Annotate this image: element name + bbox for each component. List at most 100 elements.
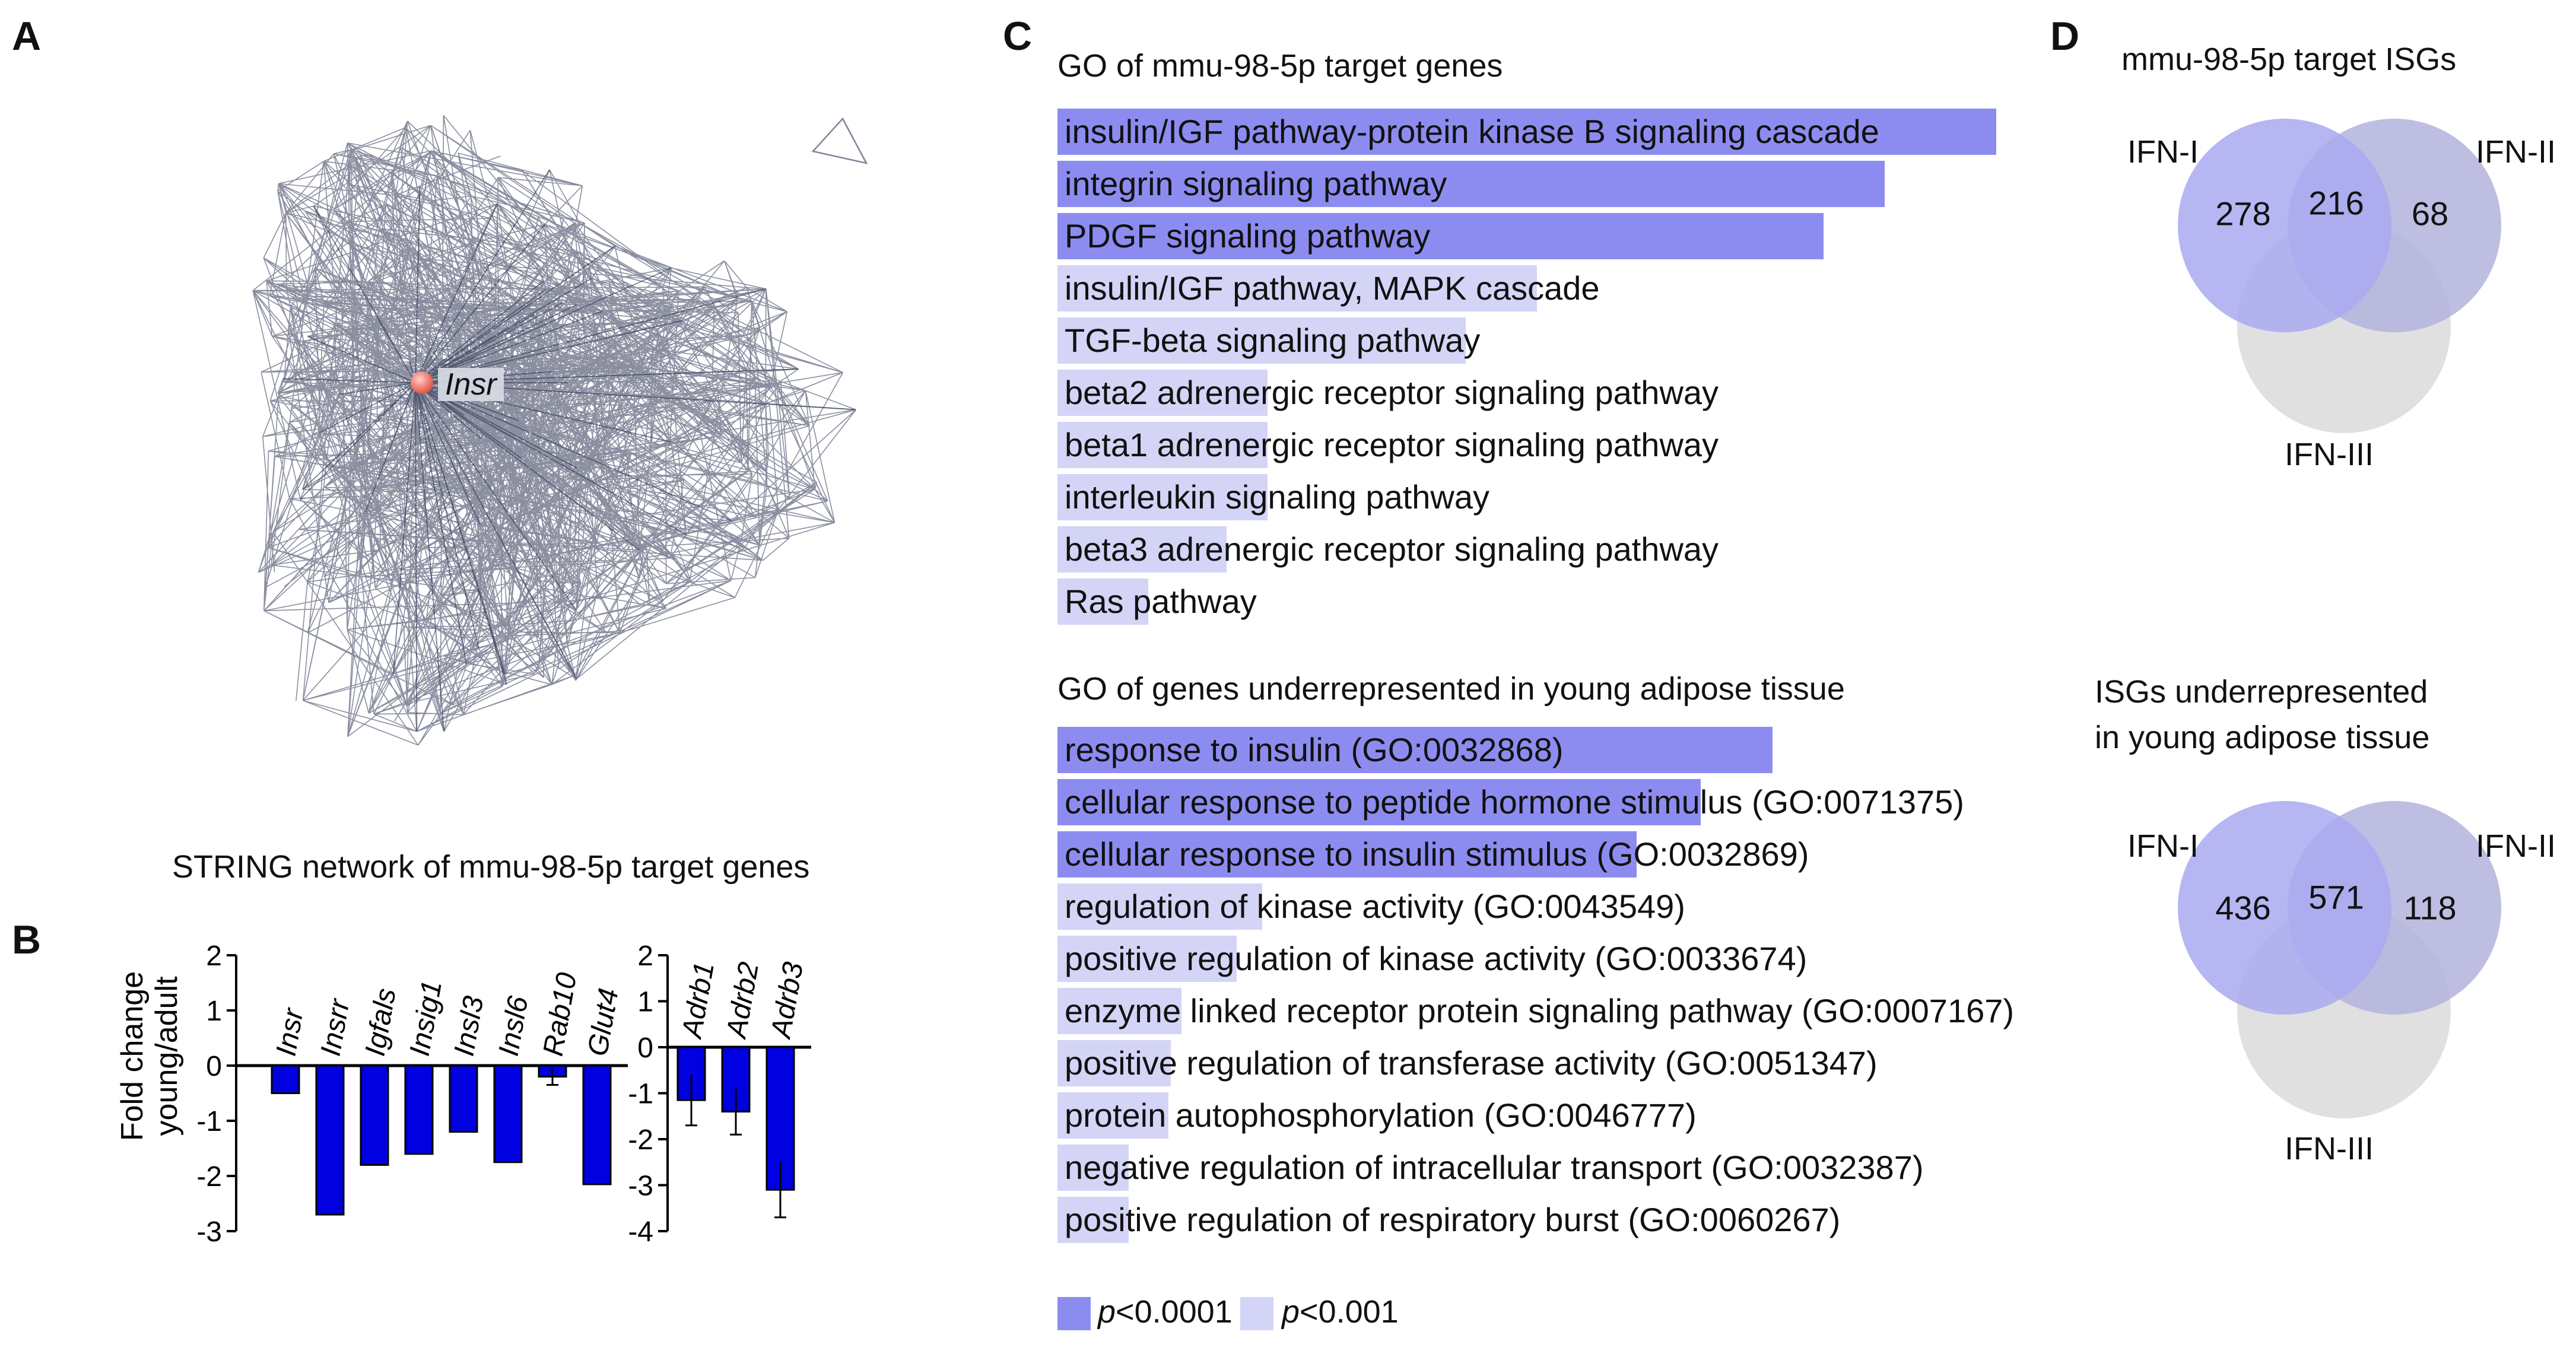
- insr-node: [411, 371, 433, 394]
- venn-bottom-title-line1: ISGs underrepresented: [2095, 674, 2428, 710]
- venn-bottom-ifn2-label: IFN-II: [2476, 828, 2556, 864]
- venn-top-ifn1-circle: [2178, 119, 2391, 332]
- venn-bottom-only-ifn2: 118: [2403, 889, 2457, 927]
- venn-top-only-ifn2: 68: [2411, 195, 2449, 233]
- legend-label-weak: p<0.001: [1282, 1294, 1399, 1330]
- venn-top-overlap: 216: [2308, 184, 2364, 222]
- chart-b1-y-tick-label: -2: [196, 1161, 222, 1193]
- chart-b1-bar: [404, 1064, 434, 1155]
- go-term-label: beta1 adrenergic receptor signaling path…: [1065, 426, 1719, 463]
- chart-b1-category-label: Insig1: [404, 978, 448, 1058]
- go-term-bar: [1057, 1145, 1129, 1191]
- go-term-bar: [1057, 161, 1885, 207]
- chart-b1-y-tick-label: 2: [206, 940, 222, 972]
- chart-b2-category-label: Adrb1: [676, 960, 720, 1042]
- insr-node-label: Insr: [438, 368, 504, 401]
- go-term-bar: [1057, 727, 1773, 773]
- go-term-label: integrin signaling pathway: [1065, 165, 1447, 202]
- venn-bottom-overlap: 571: [2308, 878, 2364, 916]
- go-term-label: positive regulation of respiratory burst…: [1065, 1201, 1841, 1238]
- venn-top-diagram: [2178, 119, 2501, 433]
- chart-b1-category-label: Insr: [271, 1005, 310, 1058]
- venn-bottom-title-line2: in young adipose tissue: [2095, 720, 2430, 755]
- go-term-label: TGF-beta signaling pathway: [1065, 322, 1481, 359]
- chart-b1-bar: [493, 1064, 523, 1164]
- go-term-bar: [1057, 526, 1227, 573]
- go-term-bar: [1057, 988, 1181, 1034]
- network-caption: STRING network of mmu-98-5p target genes: [172, 849, 810, 885]
- chart-b1-category-label: Glut4: [582, 986, 625, 1058]
- go-term-label: PDGF signaling pathway: [1065, 217, 1431, 255]
- go-term-label: negative regulation of intracellular tra…: [1065, 1149, 1924, 1186]
- panel-letter-b: B: [12, 917, 42, 962]
- venn-top-ifn3-label: IFN-III: [2285, 437, 2374, 472]
- go-term-bar: [1057, 1092, 1168, 1139]
- go-term-label: insulin/IGF pathway, MAPK cascade: [1065, 269, 1600, 307]
- string-network-graph: [252, 115, 868, 746]
- chart-b2-y-tick-label: 0: [637, 1032, 653, 1064]
- panel-letter-a: A: [12, 14, 42, 59]
- go-term-label: interleukin signaling pathway: [1065, 478, 1489, 516]
- go-term-label: enzyme linked receptor protein signaling…: [1065, 992, 2015, 1029]
- go-term-bar: [1057, 213, 1824, 259]
- go-term-label: protein autophosphorylation (GO:0046777): [1065, 1096, 1697, 1134]
- go-term-bar: [1057, 370, 1268, 416]
- go-term-label: insulin/IGF pathway-protein kinase B sig…: [1065, 113, 1879, 150]
- go-term-bar: [1057, 831, 1637, 878]
- chart-b1-category-label: Igfals: [360, 986, 402, 1058]
- go-term-bar: [1057, 317, 1466, 364]
- go-term-label: cellular response to peptide hormone sti…: [1065, 783, 1964, 821]
- chart-b2-category-label: Adrb3: [765, 959, 809, 1042]
- chart-b1-y-tick-label: 1: [206, 996, 222, 1027]
- go-term-label: beta3 adrenergic receptor signaling path…: [1065, 530, 1719, 568]
- go-term-bar: [1057, 265, 1537, 311]
- chart-b2-y-tick-label: -1: [628, 1079, 653, 1110]
- go-term-label: Ras pathway: [1065, 583, 1257, 620]
- chart-b2-y-tick-label: 2: [637, 940, 653, 972]
- go-term-label: positive regulation of transferase activ…: [1065, 1044, 1878, 1082]
- go-term-bar: [1057, 109, 1996, 155]
- go-term-bar: [1057, 578, 1148, 625]
- venn-top-only-ifn1: 278: [2215, 195, 2271, 233]
- go-term-bar: [1057, 779, 1701, 825]
- panel-letter-c: C: [1003, 14, 1033, 59]
- chart-b1-y-tick-label: -1: [196, 1106, 222, 1137]
- go-term-label: positive regulation of kinase activity (…: [1065, 940, 1808, 977]
- chart-b1-category-label: Rab10: [538, 970, 583, 1058]
- venn-bottom-ifn1-label: IFN-I: [2127, 828, 2199, 864]
- venn-bottom-ifn3-label: IFN-III: [2285, 1131, 2374, 1166]
- chart-b1-category-label: Insl3: [449, 994, 490, 1058]
- go-term-bar: [1057, 1040, 1171, 1086]
- go-term-bar: [1057, 474, 1268, 520]
- go-term-bar: [1057, 1197, 1129, 1243]
- go-term-label: response to insulin (GO:0032868): [1065, 731, 1564, 768]
- y-axis-label: young/adult: [150, 976, 184, 1136]
- go-young-title: GO of genes underrepresented in young ad…: [1057, 671, 1845, 707]
- go-term-bar: [1057, 883, 1262, 930]
- legend-swatch-strong: [1057, 1297, 1091, 1330]
- fold-change-charts: Fold change young/adult 2 1 0 -1 -2 -3 Insr Insrr…: [115, 940, 811, 1248]
- chart-b2-y-tick-label: -2: [628, 1124, 653, 1156]
- venn-top-ifn1-label: IFN-I: [2127, 134, 2199, 170]
- go-term-label: beta2 adrenergic receptor signaling path…: [1065, 374, 1719, 411]
- go-term-label: cellular response to insulin stimulus (G…: [1065, 835, 1809, 873]
- go-target-title: GO of mmu-98-5p target genes: [1057, 48, 1503, 84]
- panel-letter-d: D: [2050, 14, 2080, 59]
- chart-b1-y-tick-label: -3: [196, 1216, 222, 1248]
- venn-bottom-diagram: [2178, 801, 2501, 1118]
- chart-b1-bar: [271, 1064, 300, 1094]
- chart-b1-bar: [315, 1064, 345, 1216]
- venn-bottom-only-ifn1: 436: [2215, 889, 2271, 927]
- chart-b1-bar: [582, 1064, 612, 1185]
- go-term-bar: [1057, 422, 1268, 468]
- chart-b2-y-tick-label: -4: [628, 1216, 653, 1248]
- chart-b2-y-tick-label: -3: [628, 1171, 653, 1202]
- venn-top-title: mmu-98-5p target ISGs: [2121, 42, 2457, 77]
- chart-b1-bar: [449, 1064, 478, 1133]
- chart-b2-category-label: Adrb2: [720, 960, 765, 1042]
- chart-b2-y-tick-label: 1: [637, 987, 653, 1018]
- chart-b1-category-label: Insl6: [493, 994, 535, 1058]
- chart-b1-bar: [360, 1064, 389, 1166]
- venn-top-ifn2-label: IFN-II: [2476, 134, 2556, 170]
- legend-swatch-weak: [1240, 1297, 1273, 1330]
